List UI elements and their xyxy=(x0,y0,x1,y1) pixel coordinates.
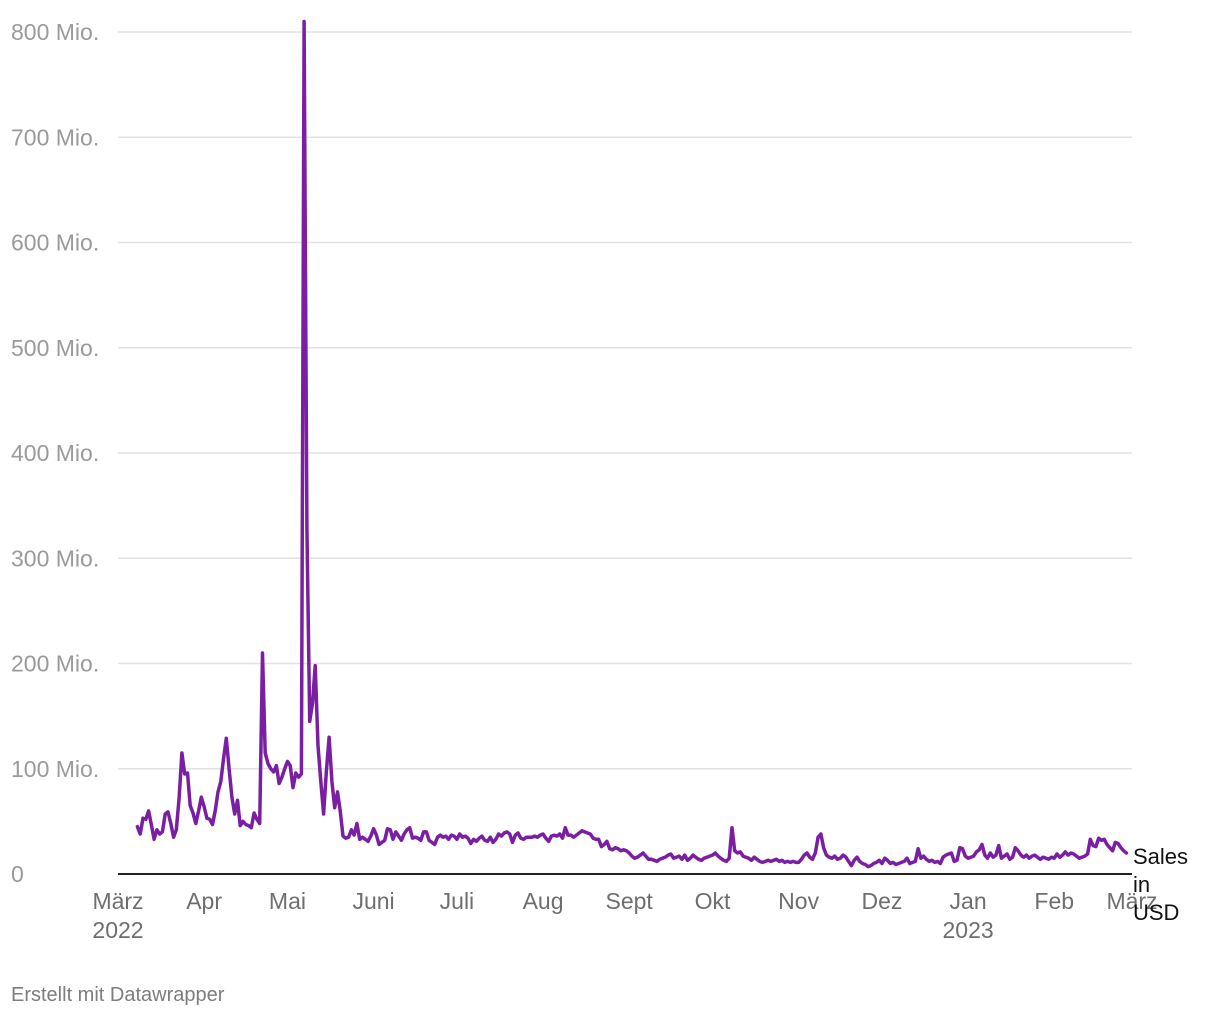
gridlines xyxy=(118,31,1132,875)
x-tick-label: März xyxy=(1106,888,1157,914)
y-axis-ticks: 0 100 Mio. 200 Mio. 300 Mio. 400 Mio. 500 Mio… xyxy=(11,19,99,887)
x-tick-label: Nov xyxy=(778,888,819,914)
series-label-layer: Sales in USD xyxy=(1133,844,1188,925)
series-label-line: in xyxy=(1133,872,1150,897)
x-tick-label: Aug xyxy=(523,888,564,914)
x-tick-label: Sept xyxy=(606,888,654,914)
series-line-0 xyxy=(135,19,1129,869)
x-tick-label: Jan xyxy=(950,888,987,914)
series-layer xyxy=(135,19,1129,869)
y-tick-label: 400 Mio. xyxy=(11,440,99,466)
x-tick-label: Feb xyxy=(1034,888,1074,914)
x-tick-year-label: 2022 xyxy=(92,917,143,943)
y-tick-label: 800 Mio. xyxy=(11,19,99,45)
x-tick-year-label: 2023 xyxy=(943,917,994,943)
y-tick-label: 500 Mio. xyxy=(11,335,99,361)
footer-credit: Erstellt mit Datawrapper xyxy=(11,984,225,1006)
x-tick-label: Juni xyxy=(352,888,394,914)
y-tick-label: 600 Mio. xyxy=(11,230,99,256)
y-tick-label: 100 Mio. xyxy=(11,756,99,782)
series-label-line: USD xyxy=(1133,900,1179,925)
x-tick-label: Mai xyxy=(269,888,306,914)
x-tick-label: Juli xyxy=(440,888,475,914)
series-label-line: Sales xyxy=(1133,844,1188,869)
y-tick-label: 300 Mio. xyxy=(11,545,99,571)
x-tick-label: Dez xyxy=(862,888,903,914)
x-tick-label: März xyxy=(92,888,143,914)
x-tick-label: Okt xyxy=(695,888,731,914)
y-tick-label: 200 Mio. xyxy=(11,651,99,677)
x-axis-ticks: März 2022 Apr Mai Juni Juli Aug Sept Okt Nov Dez Ja… xyxy=(92,888,1157,943)
y-tick-label: 700 Mio. xyxy=(11,124,99,150)
x-tick-label: Apr xyxy=(186,888,222,914)
y-tick-label: 0 xyxy=(11,861,24,887)
